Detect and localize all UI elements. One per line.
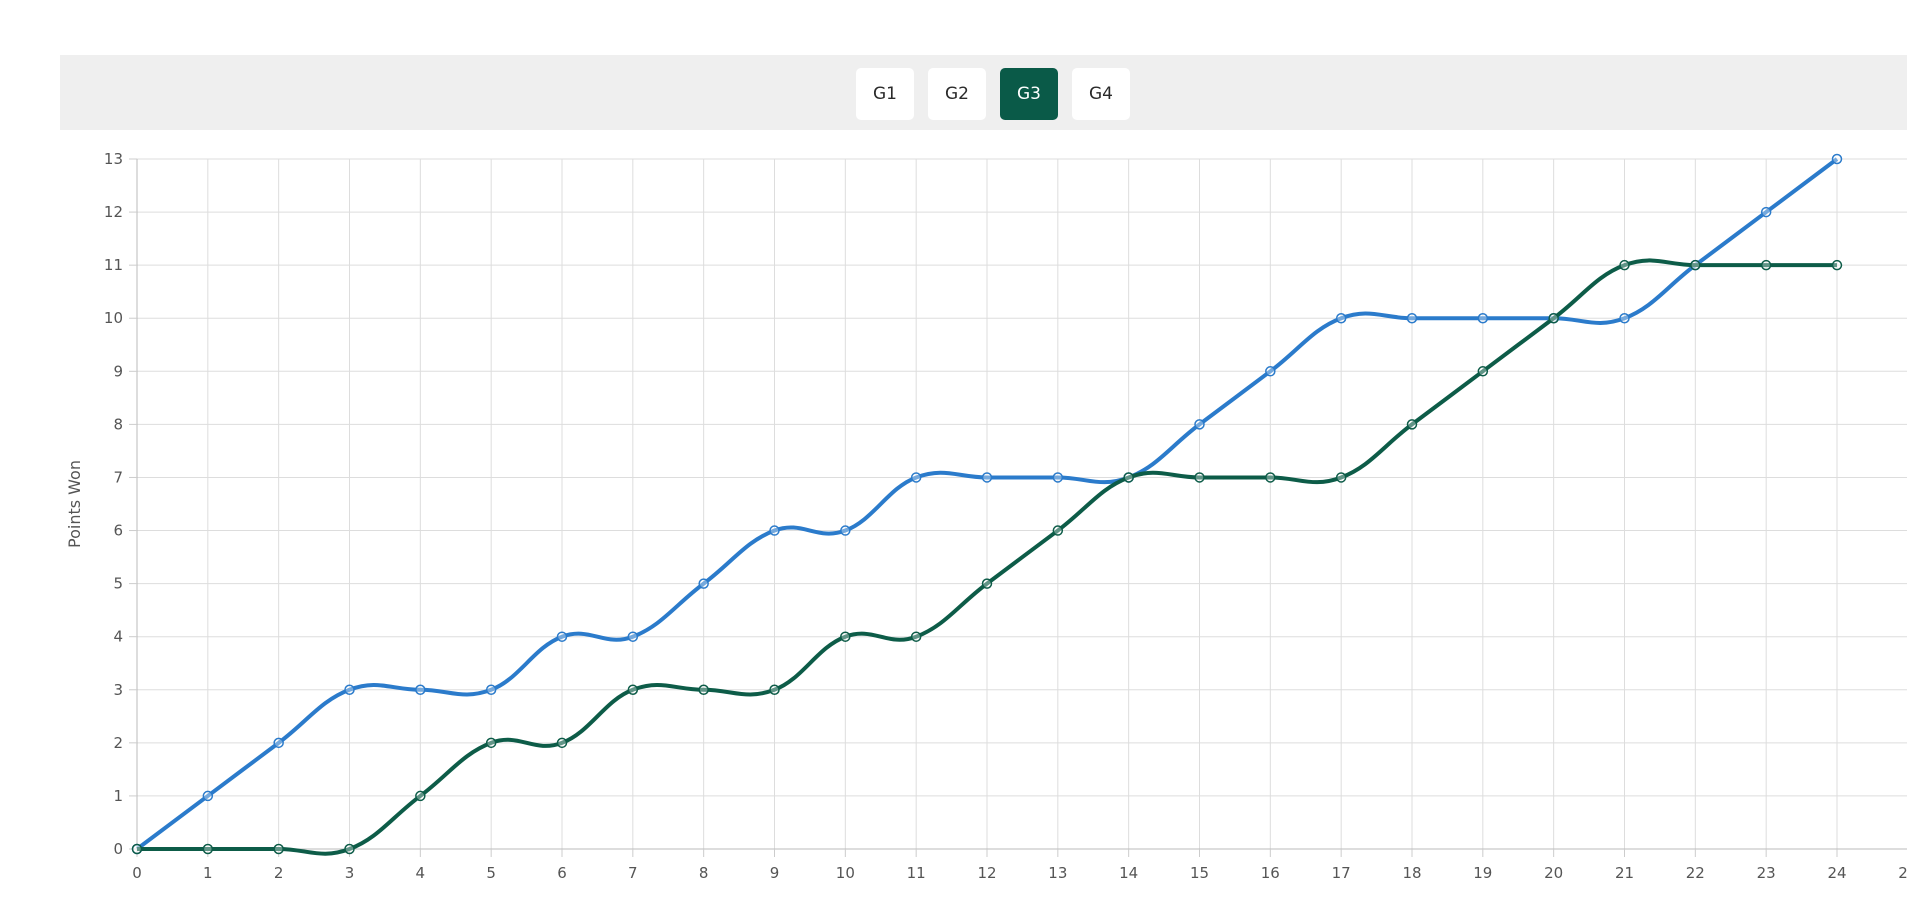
tab-g3[interactable]: G3 bbox=[1000, 68, 1058, 120]
series-1-point[interactable] bbox=[415, 684, 426, 696]
series-2-point[interactable] bbox=[981, 578, 993, 589]
series-line-2 bbox=[136, 258, 1837, 856]
chart-series bbox=[131, 153, 1843, 856]
x-tick-label: 4 bbox=[416, 864, 426, 882]
series-1-point[interactable] bbox=[698, 578, 709, 589]
series-1-point[interactable] bbox=[910, 472, 922, 483]
series-2-point[interactable] bbox=[769, 684, 780, 696]
series-2-point[interactable] bbox=[344, 843, 355, 855]
y-tick-label: 8 bbox=[113, 415, 123, 433]
series-1-point[interactable] bbox=[1406, 312, 1418, 324]
series-1-point[interactable] bbox=[769, 525, 780, 536]
series-1-point[interactable] bbox=[1194, 419, 1205, 430]
tab-g4[interactable]: G4 bbox=[1072, 68, 1130, 120]
series-1-point[interactable] bbox=[840, 525, 851, 536]
x-tick-label: 14 bbox=[1119, 864, 1138, 882]
series-2-point[interactable] bbox=[910, 631, 922, 642]
series-2-point[interactable] bbox=[415, 790, 426, 802]
x-tick-label: 24 bbox=[1827, 864, 1846, 882]
y-tick-label: 2 bbox=[113, 734, 123, 752]
x-tick-label: 7 bbox=[628, 864, 638, 882]
x-tick-label: 22 bbox=[1686, 864, 1705, 882]
x-tick-label: 10 bbox=[836, 864, 855, 882]
series-2-point[interactable] bbox=[1052, 525, 1064, 536]
series-1-point[interactable] bbox=[485, 684, 497, 696]
y-tick-label: 3 bbox=[113, 681, 123, 699]
series-1-point[interactable] bbox=[1477, 312, 1489, 324]
y-tick-label: 11 bbox=[104, 256, 123, 274]
tab-g1[interactable]: G1 bbox=[856, 68, 914, 120]
tab-g2[interactable]: G2 bbox=[928, 68, 986, 120]
chart-axes bbox=[136, 159, 1907, 850]
series-2-point[interactable] bbox=[485, 737, 497, 749]
x-tick-label: 5 bbox=[486, 864, 496, 882]
series-2-point[interactable] bbox=[1265, 472, 1276, 483]
series-2-point[interactable] bbox=[1690, 259, 1701, 271]
series-2-point[interactable] bbox=[556, 737, 568, 749]
x-tick-label: 9 bbox=[770, 864, 780, 882]
series-2-point[interactable] bbox=[627, 684, 639, 696]
x-tick-label: 16 bbox=[1261, 864, 1280, 882]
x-tick-label: 21 bbox=[1615, 864, 1634, 882]
game-tabs: G1 G2 G3 G4 bbox=[856, 68, 1130, 120]
series-1-point[interactable] bbox=[273, 737, 284, 749]
y-tick-label: 6 bbox=[113, 522, 123, 540]
x-tick-label: 15 bbox=[1190, 864, 1209, 882]
x-tick-label: 11 bbox=[907, 864, 926, 882]
y-tick-label: 0 bbox=[113, 840, 123, 858]
y-tick-label: 13 bbox=[104, 150, 123, 168]
series-1-point[interactable] bbox=[1831, 153, 1843, 165]
series-2-point[interactable] bbox=[1194, 472, 1205, 483]
series-1-point[interactable] bbox=[1619, 312, 1630, 324]
x-tick-label: 23 bbox=[1757, 864, 1776, 882]
series-1-point[interactable] bbox=[627, 631, 639, 642]
series-1-point[interactable] bbox=[981, 472, 993, 483]
series-1-point[interactable] bbox=[1335, 312, 1347, 324]
y-tick-label: 9 bbox=[113, 362, 123, 380]
x-tick-label: 0 bbox=[132, 864, 142, 882]
x-tick-label: 17 bbox=[1332, 864, 1351, 882]
x-tick-label: 1 bbox=[203, 864, 213, 882]
series-2-point[interactable] bbox=[840, 631, 851, 642]
series-2-point[interactable] bbox=[1406, 419, 1418, 430]
x-tick-label: 2 bbox=[274, 864, 284, 882]
series-2-point[interactable] bbox=[1619, 259, 1630, 271]
series-1-point[interactable] bbox=[1760, 206, 1772, 218]
series-2-point[interactable] bbox=[1831, 259, 1843, 271]
series-2-point[interactable] bbox=[1548, 312, 1559, 324]
series-2-point[interactable] bbox=[1335, 472, 1347, 483]
x-tick-label: 6 bbox=[557, 864, 567, 882]
x-tick-label: 25 bbox=[1898, 864, 1907, 882]
x-tick-label: 20 bbox=[1544, 864, 1563, 882]
series-1-point[interactable] bbox=[556, 631, 568, 642]
x-tick-label: 3 bbox=[345, 864, 355, 882]
y-tick-label: 1 bbox=[113, 787, 123, 805]
y-tick-label: 5 bbox=[113, 575, 123, 593]
x-tick-label: 13 bbox=[1048, 864, 1067, 882]
series-2-point[interactable] bbox=[202, 843, 214, 855]
y-tick-label: 12 bbox=[104, 203, 123, 221]
series-1-point[interactable] bbox=[1052, 472, 1064, 483]
y-tick-label: 4 bbox=[113, 628, 123, 646]
y-axis-title: Points Won bbox=[65, 460, 84, 548]
y-tick-label: 7 bbox=[113, 468, 123, 486]
series-2-point[interactable] bbox=[273, 843, 284, 855]
series-2-point[interactable] bbox=[698, 684, 709, 696]
x-tick-label: 12 bbox=[977, 864, 996, 882]
series-2-point[interactable] bbox=[1123, 472, 1134, 483]
series-2-point[interactable] bbox=[1760, 259, 1772, 271]
series-2-point[interactable] bbox=[1477, 366, 1489, 377]
series-2-point[interactable] bbox=[131, 843, 143, 855]
series-1-point[interactable] bbox=[1265, 366, 1276, 377]
x-tick-label: 18 bbox=[1402, 864, 1421, 882]
x-tick-label: 19 bbox=[1473, 864, 1492, 882]
x-tick-label: 8 bbox=[699, 864, 709, 882]
y-tick-label: 10 bbox=[104, 309, 123, 327]
x-axis-ticks: 0 1 2 3 4 5 6 7 8 9 10 11 12 13 14 15 16 17 18 19 20 21 22 23 24… bbox=[132, 849, 1907, 882]
series-1-point[interactable] bbox=[344, 684, 355, 696]
series-1-point[interactable] bbox=[202, 790, 214, 802]
